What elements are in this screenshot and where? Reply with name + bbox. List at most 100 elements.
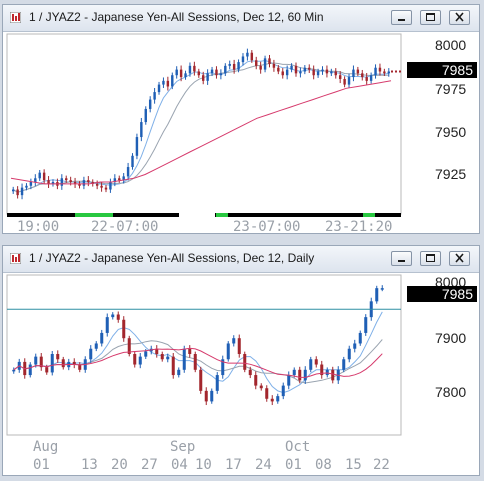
candle-body (111, 314, 115, 318)
candle-body (254, 375, 258, 386)
candle-body (237, 62, 240, 70)
month-label: Aug (33, 439, 58, 455)
candle-body (166, 356, 170, 360)
candle-body (259, 65, 262, 70)
month-label: Sep (170, 439, 195, 455)
candle-body (182, 348, 186, 370)
candle-body (171, 75, 174, 87)
candle-body (365, 77, 368, 81)
candle-body (338, 75, 342, 79)
candle-body (138, 356, 142, 365)
day-label: 17 (225, 457, 242, 473)
maximize-button[interactable] (420, 251, 441, 266)
candle-body (226, 343, 230, 360)
y-tick-label: 7925 (435, 166, 466, 182)
close-button[interactable] (449, 10, 470, 25)
candle-body (73, 182, 77, 184)
candle-body (153, 92, 156, 100)
candle-body (303, 369, 307, 381)
candle-body (314, 359, 318, 365)
chart-window-daily: 1 / JYAZ2 - Japanese Yen-All Sessions, D… (2, 245, 480, 476)
candle-body (155, 348, 159, 354)
candle-body (179, 69, 183, 78)
candle-body (95, 183, 99, 186)
candle-body (380, 288, 384, 290)
candle-body (122, 319, 126, 339)
app-icon (10, 12, 21, 23)
minimize-button[interactable] (391, 10, 412, 25)
candle-body (100, 332, 104, 344)
candle-body (42, 172, 46, 181)
candle-body (221, 359, 225, 376)
candle-body (118, 178, 121, 181)
y-tick-label: 7975 (435, 81, 466, 97)
candle-body (47, 180, 50, 184)
candle-body (347, 77, 351, 85)
candle-body (206, 73, 209, 81)
candle-body (281, 71, 284, 76)
session-bar (7, 213, 401, 217)
candle-body (215, 69, 218, 76)
day-label: 01 (285, 457, 302, 473)
candle-body (140, 122, 143, 138)
candle-body (104, 187, 108, 190)
candle-body (65, 178, 68, 181)
ma-pink-line (13, 347, 383, 378)
window-title: 1 / JYAZ2 - Japanese Yen-All Sessions, D… (29, 10, 324, 24)
day-label: 22 (373, 457, 390, 473)
candle-body (166, 80, 170, 87)
candle-body (193, 65, 196, 72)
plot-area (6, 274, 402, 436)
window-titlebar[interactable]: 1 / JYAZ2 - Japanese Yen-All Sessions, D… (3, 5, 479, 32)
candle-body (309, 359, 313, 370)
candle-body (237, 338, 241, 354)
candle-body (34, 356, 38, 365)
candle-body (387, 71, 391, 74)
candle-body (330, 71, 333, 74)
maximize-button[interactable] (420, 10, 441, 25)
candle-body (39, 356, 43, 368)
candle-body (321, 69, 324, 72)
window-titlebar[interactable]: 1 / JYAZ2 - Japanese Yen-All Sessions, D… (3, 246, 479, 273)
candle-body (219, 73, 223, 76)
candle-body (331, 369, 335, 381)
candle-body (308, 67, 311, 70)
day-label: 13 (81, 457, 98, 473)
close-icon (455, 12, 464, 22)
close-button[interactable] (449, 251, 470, 266)
candle-body (177, 369, 181, 376)
chart-daily[interactable]: 8000 7900 7800 7985 Aug Sep Oct 01 13 20… (3, 273, 479, 476)
candle-body (290, 65, 293, 70)
candle-body (210, 69, 214, 74)
last-price-label: 7985 (442, 286, 473, 302)
candle-body (197, 71, 201, 76)
candle-body (160, 354, 164, 360)
candle-body (50, 354, 54, 373)
candle-body (325, 69, 329, 74)
candle-body (246, 52, 249, 57)
minimize-icon (398, 19, 405, 21)
candle-body (60, 178, 64, 186)
candle-body (378, 67, 382, 72)
candle-body (298, 369, 302, 381)
candle-body (126, 167, 130, 177)
candle-body (199, 369, 203, 391)
day-label: 08 (315, 457, 332, 473)
candle-body (94, 343, 98, 349)
candle-body (20, 187, 24, 196)
y-tick-label: 8000 (435, 37, 466, 53)
candle-body (175, 69, 178, 76)
window-title: 1 / JYAZ2 - Japanese Yen-All Sessions, D… (29, 251, 315, 265)
session-label: 23-07:00 (233, 219, 300, 234)
candle-body (28, 364, 32, 376)
candle-body (56, 354, 60, 360)
candle-body (241, 56, 245, 63)
candle-body (325, 369, 329, 376)
candle-body (109, 182, 112, 190)
candle-body (374, 67, 377, 76)
minimize-button[interactable] (391, 251, 412, 266)
candle-body (265, 388, 269, 399)
candle-body (303, 67, 307, 72)
chart-60min[interactable]: 8000 7975 7950 7925 7985 19:00 22-07:00 … (3, 32, 479, 234)
candle-body (72, 361, 76, 365)
